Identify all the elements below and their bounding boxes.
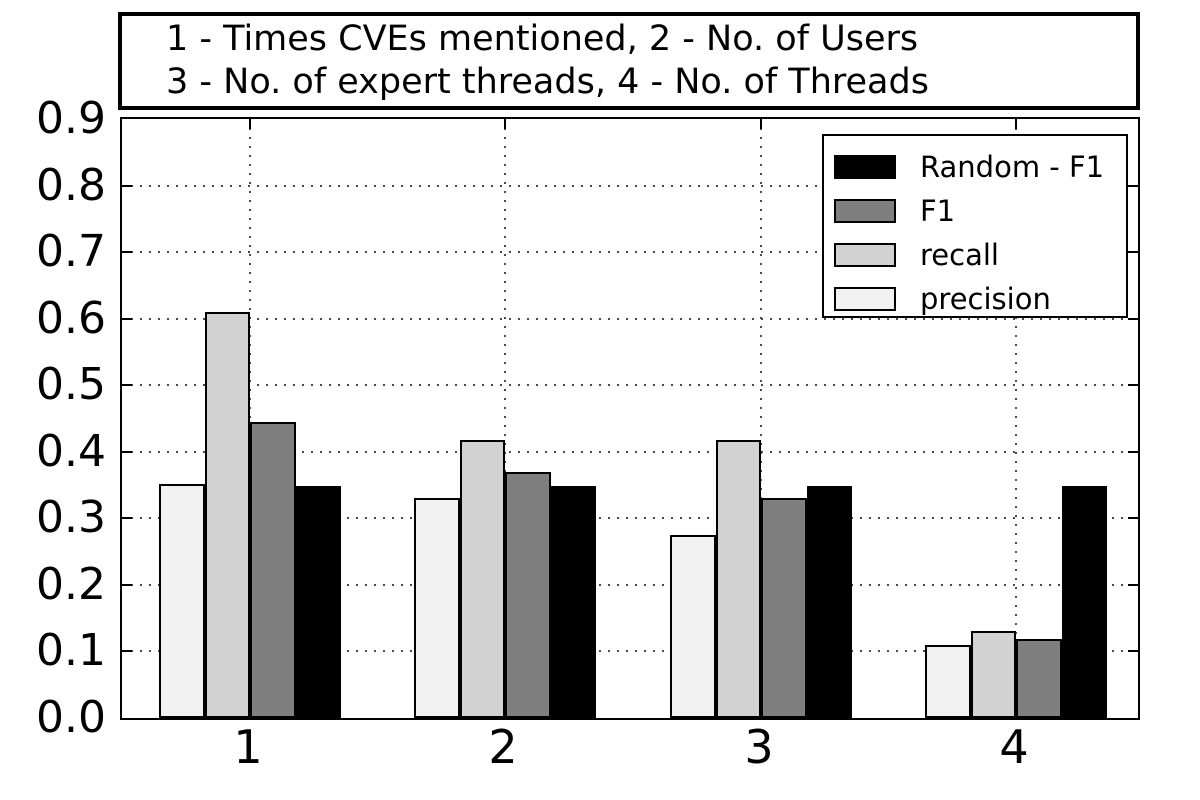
y-tick-label: 0.8 [36,159,106,211]
title-line-2: 3 - No. of expert threads, 4 - No. of Th… [166,62,929,102]
legend-item: Random - F1 [834,145,1126,189]
y-tick-label: 0.2 [36,558,106,610]
y-tick-label: 0.4 [36,425,106,477]
y-tick-mark [122,517,132,520]
legend: Random - F1 F1 recall precision [822,134,1128,318]
legend-swatch [834,287,896,311]
gridline-h [122,184,1138,187]
x-tick-mark [249,119,251,129]
legend-label: recall [920,238,999,272]
y-tick-mark [122,650,132,653]
legend-label: precision [920,282,1051,316]
gridline-h [122,517,1138,520]
gridline-h [122,384,1138,387]
gridline-h [122,650,1138,653]
gridline-h [122,251,1138,254]
bar-f1 [1016,638,1062,718]
bar-random-f1 [1061,485,1107,718]
y-tick-label: 0.3 [36,492,106,544]
legend-item: precision [834,277,1126,321]
gridline-h [122,450,1138,453]
legend-swatch [834,243,896,267]
y-tick-mark [1128,583,1138,586]
x-tick-label: 2 [488,720,518,774]
y-tick-mark [1128,450,1138,453]
y-tick-mark [1128,184,1138,187]
bar-precision [925,644,971,718]
x-tick-mark [504,119,506,129]
y-tick-label: 0.9 [36,93,106,144]
x-tick-mark [760,119,762,129]
x-tick-label: 4 [999,720,1029,774]
bar-precision [414,497,460,718]
bar-f1 [761,497,807,718]
bar-f1 [505,471,551,718]
y-tick-label: 0.6 [36,292,106,344]
legend-label: F1 [920,194,956,228]
bar-recall [715,439,761,718]
y-tick-mark [122,384,132,387]
x-tick-mark [1015,119,1017,129]
legend-swatch [834,199,896,223]
y-tick-mark [122,184,132,187]
legend-item: recall [834,233,1126,277]
legend-swatch [834,155,896,179]
bar-random-f1 [806,485,852,718]
y-tick-label: 0.0 [36,692,106,743]
chart-title-box: 1 - Times CVEs mentioned, 2 - No. of Use… [118,12,1140,110]
y-tick-mark [122,317,132,320]
bar-precision [670,534,716,718]
y-tick-mark [122,583,132,586]
title-line-1: 1 - Times CVEs mentioned, 2 - No. of Use… [166,19,919,59]
bar-recall [459,439,505,718]
bar-recall [204,312,250,718]
y-tick-mark [122,450,132,453]
gridline-v [1015,119,1017,718]
gridline-h [122,583,1138,586]
x-tick-label: 1 [233,720,263,774]
y-tick-mark [1128,251,1138,254]
y-tick-label: 0.7 [36,226,106,278]
gridline-h [122,317,1138,320]
legend-label: Random - F1 [920,150,1105,184]
x-tick-label: 3 [744,720,774,774]
y-tick-label: 0.5 [36,359,106,411]
gridline-v [760,119,762,718]
bar-random-f1 [295,485,341,718]
legend-item: F1 [834,189,1126,233]
y-tick-mark [1128,517,1138,520]
y-tick-mark [1128,384,1138,387]
y-tick-label: 0.1 [36,625,106,677]
bar-random-f1 [550,485,596,718]
bar-f1 [250,421,296,718]
gridline-v [249,119,251,718]
bar-precision [159,483,205,718]
bar-recall [970,631,1016,718]
gridline-v [504,119,506,718]
y-tick-mark [122,251,132,254]
y-tick-mark [1128,650,1138,653]
y-tick-mark [1128,317,1138,320]
